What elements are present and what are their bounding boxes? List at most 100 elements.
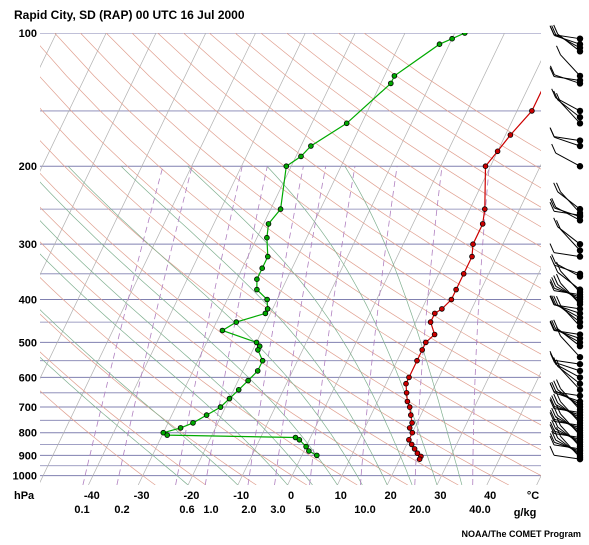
dewpoint-point (233, 319, 240, 325)
mixing-ratio-line (360, 166, 398, 485)
moist-adiabat (120, 165, 388, 485)
wind-barb-flag (551, 407, 557, 418)
dewpoint-point (203, 412, 210, 418)
wind-barb-flag (549, 295, 555, 305)
temperature-point (448, 296, 455, 303)
wind-barb-flag (551, 395, 557, 405)
dewpoint-point (265, 221, 272, 227)
mixing-ratio-line (82, 166, 164, 485)
dewpoint-point (308, 143, 314, 149)
wind-barb-staff (560, 191, 581, 214)
temperature-point (427, 319, 434, 325)
pressure-tick-label: 100 (19, 28, 37, 40)
wind-barb-staff (553, 136, 581, 142)
wind-barb-flag (556, 45, 561, 56)
temperature-point (482, 163, 489, 170)
dewpoint-point (160, 429, 167, 436)
wind-barb-staff (555, 328, 581, 343)
dewpoint-point (177, 425, 184, 431)
dry-adiabat (40, 206, 408, 485)
wind-barb-staff (554, 136, 581, 147)
isotherm-line (40, 33, 256, 483)
dry-adiabat (286, 33, 541, 208)
mixing-ratio-line (175, 166, 243, 485)
mixing-ratio-axis-label: g/kg (514, 507, 537, 519)
dewpoint-point (283, 163, 290, 170)
dewpoint-point (264, 253, 271, 260)
wind-barb-staff (557, 437, 581, 456)
temperature-point (470, 241, 476, 248)
wind-barb-staff (553, 359, 581, 365)
wind-barb-flag (553, 263, 559, 273)
temperature-point (546, 74, 551, 79)
wind-barb-flag (549, 409, 555, 420)
temperature-point (403, 380, 409, 387)
dry-adiabat (40, 241, 358, 485)
wind-barbs (549, 24, 584, 463)
dewpoint-point (262, 310, 269, 317)
wind-barb-staff (560, 401, 581, 424)
wind-barb-flag (556, 359, 561, 369)
wind-barb-staff (557, 328, 581, 347)
temperature-point (453, 286, 459, 293)
pressure-tick-label: 300 (19, 239, 37, 251)
mixing-ratio-tick-label: 20.0 (409, 504, 430, 516)
wind-barb-staff (560, 435, 581, 458)
wind-barb-flag (556, 427, 561, 437)
wind-barb-flag (551, 254, 557, 264)
wind-barb-flag (549, 412, 555, 422)
wind-barb-staff (557, 304, 581, 323)
dewpoint-point (259, 265, 266, 272)
wind-barb-flag (556, 326, 561, 337)
wind-barb-flag (553, 380, 559, 390)
dry-adiabat (131, 33, 541, 332)
dry-adiabat (40, 351, 207, 485)
dewpoint-point (391, 73, 398, 79)
wind-barb-flag (556, 273, 561, 284)
wind-barb-flag (556, 404, 561, 415)
wind-barb-flag (553, 24, 559, 35)
wind-barb-flag (553, 406, 559, 416)
pressure-tick-label: 600 (19, 372, 37, 384)
wind-barb-staff (557, 33, 581, 52)
isotherm-line (187, 33, 406, 485)
dewpoint-point (264, 296, 270, 303)
moist-adiabat (344, 166, 463, 485)
wind-barb-flag (549, 279, 555, 289)
mixing-ratio-tick-label: 1.0 (203, 504, 218, 516)
temperature-tick-label: -30 (134, 490, 150, 502)
temperature-point (481, 206, 488, 212)
wind-barb-staff (557, 284, 581, 303)
background-grid (40, 33, 541, 485)
wind-barb-flag (551, 197, 557, 208)
wind-barb-flag (549, 320, 555, 331)
wind-barb-flag (549, 424, 555, 434)
wind-barb-staff (560, 368, 581, 391)
mixing-ratio-tick-label: 3.0 (270, 504, 285, 516)
wind-barb-flag (551, 381, 557, 392)
mixing-ratio-tick-label: 2.0 (241, 504, 256, 516)
dewpoint-point (255, 347, 261, 353)
wind-barb-flag (553, 357, 559, 367)
wind-barb-flag (549, 26, 555, 36)
dewpoint-point (449, 35, 455, 42)
dewpoint-point (387, 80, 394, 87)
mixing-ratio-line (204, 166, 268, 485)
wind-barb-staff (553, 76, 581, 81)
dewpoint-point (254, 286, 260, 293)
chart-title: Rapid City, SD (RAP) 00 UTC 16 Jul 2000 (14, 8, 245, 22)
dewpoint-point (217, 404, 224, 410)
wind-barb-flag (553, 295, 559, 306)
temperature-point (416, 456, 423, 463)
wind-barb-staff (560, 54, 581, 77)
temperature-tick-label: 30 (434, 490, 446, 502)
mixing-ratio-line (247, 166, 304, 485)
dewpoint-point (164, 432, 171, 438)
temperature-point (404, 398, 411, 405)
wind-barb-flag (551, 277, 557, 287)
wind-barb-staff (560, 282, 581, 305)
wind-barb-staff (560, 101, 581, 124)
temperature-point (409, 420, 415, 426)
dewpoint-point (298, 153, 304, 160)
temperature-point (460, 270, 467, 277)
